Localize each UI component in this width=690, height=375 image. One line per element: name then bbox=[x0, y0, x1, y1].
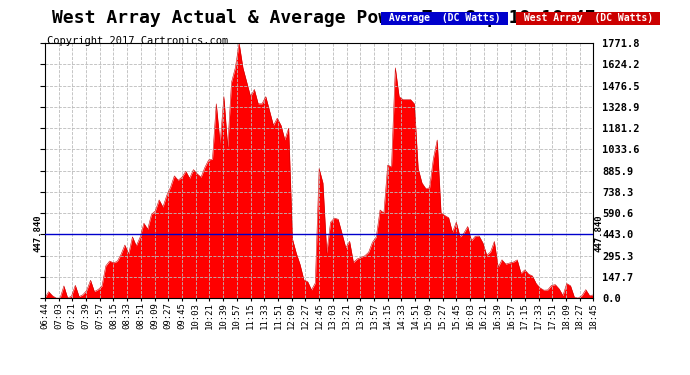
Text: West Array Actual & Average Power Tue Sep 19 18:47: West Array Actual & Average Power Tue Se… bbox=[52, 9, 596, 27]
Text: 447.840: 447.840 bbox=[33, 215, 42, 252]
Text: West Array  (DC Watts): West Array (DC Watts) bbox=[518, 13, 658, 23]
Text: 447.840: 447.840 bbox=[595, 215, 604, 252]
Text: Copyright 2017 Cartronics.com: Copyright 2017 Cartronics.com bbox=[47, 36, 228, 46]
Text: Average  (DC Watts): Average (DC Watts) bbox=[383, 13, 506, 23]
